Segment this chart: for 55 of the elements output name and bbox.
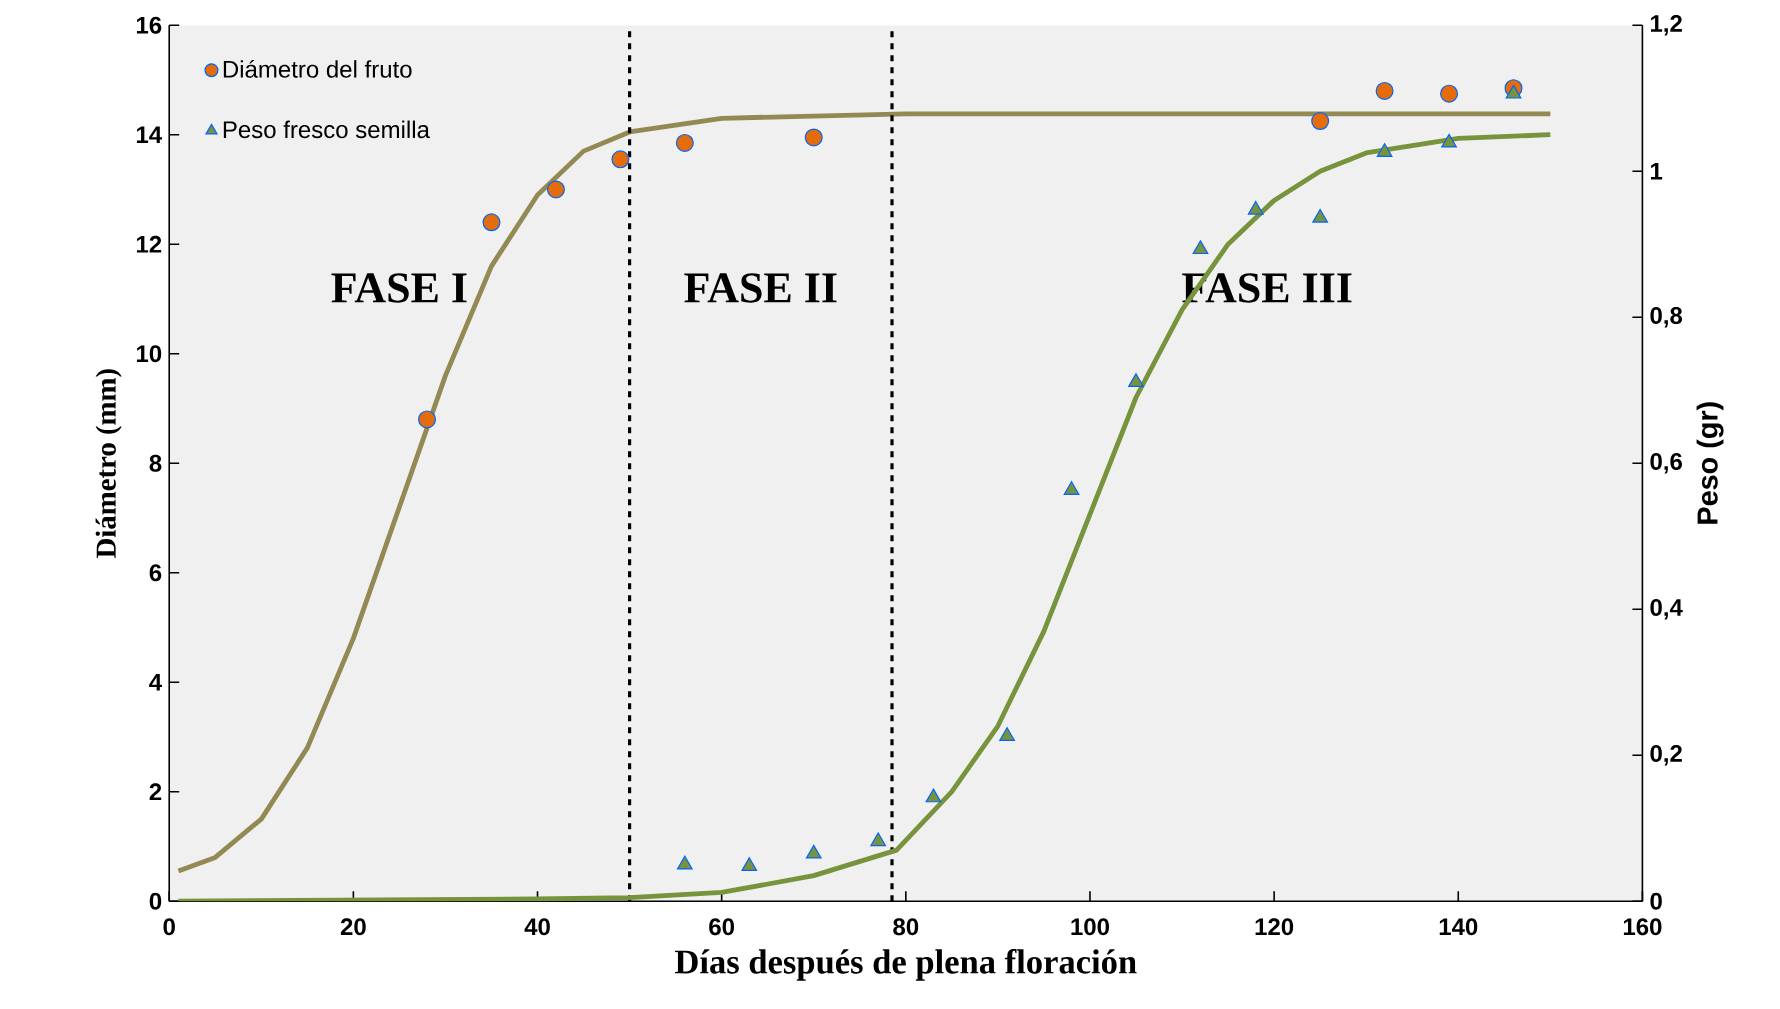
x-tick-label: 140 (1439, 918, 1478, 936)
x-axis-title: Días después de plena floración (675, 948, 1137, 981)
annotation: FASE II (684, 273, 837, 303)
point (805, 844, 822, 859)
x-tick-label: 20 (340, 918, 366, 936)
y2-tick-label: 0 (1650, 892, 1662, 910)
x-tick-label: 160 (1623, 918, 1662, 936)
legend-label: Diámetro del fruto (223, 59, 412, 78)
y-tick-label: 4 (149, 673, 163, 691)
y2-tick-label: 0,6 (1650, 452, 1682, 474)
point (999, 727, 1015, 742)
point (804, 128, 823, 147)
point (1128, 373, 1144, 387)
point (1375, 81, 1394, 100)
point (1311, 112, 1330, 131)
y-tick-label: 16 (136, 16, 162, 34)
point (482, 213, 501, 232)
point (1441, 133, 1457, 148)
y2-tick-label: 0,2 (1650, 744, 1682, 766)
point (1247, 200, 1264, 215)
y-tick-label: 2 (149, 783, 162, 801)
point (1376, 143, 1393, 158)
point (1192, 240, 1209, 255)
x-tick-label: 60 (709, 918, 735, 936)
y-tick-label: 6 (149, 564, 162, 582)
y-tick-label: 10 (136, 345, 162, 363)
point (741, 857, 758, 871)
legend-label: Peso fresco semilla (223, 120, 430, 139)
y2-tick-label: 1,2 (1650, 14, 1682, 36)
point (1440, 84, 1459, 103)
point (870, 832, 887, 847)
point (676, 855, 693, 870)
point (611, 150, 630, 169)
y2-tick-label: 0,4 (1650, 598, 1683, 620)
y-tick-label: 14 (136, 126, 162, 143)
annotation: FASE I (331, 273, 467, 303)
y-tick-label: 12 (136, 235, 162, 253)
point (1312, 208, 1329, 223)
point (418, 410, 437, 429)
point (1505, 84, 1522, 99)
point (925, 788, 942, 803)
x-tick-label: 40 (524, 918, 550, 936)
y2-tick-label: 1 (1650, 162, 1663, 180)
y2-tick-label: 0,8 (1650, 306, 1683, 328)
point (546, 180, 565, 199)
y2-axis-title: Peso (gr) (1696, 402, 1724, 524)
y-axis-title: Diámetro (mm) (95, 369, 122, 558)
x-tick-label: 120 (1255, 918, 1294, 936)
x-tick-label: 100 (1071, 918, 1109, 936)
point (675, 133, 694, 152)
y-tick-label: 8 (149, 454, 162, 472)
x-tick-label: 0 (163, 918, 175, 936)
x-tick-label: 80 (893, 918, 919, 936)
point (1063, 481, 1080, 496)
y-tick-label: 0 (149, 892, 162, 910)
